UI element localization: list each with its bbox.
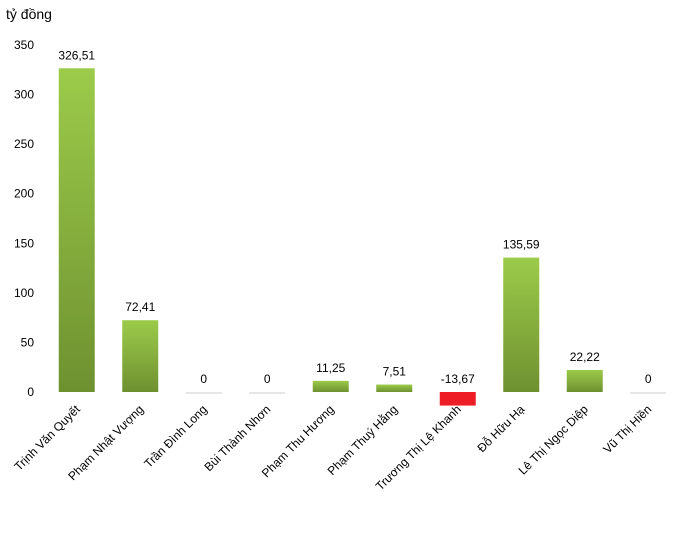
data-label: 22,22 [570, 350, 600, 364]
bar [566, 369, 603, 392]
data-label: 7,51 [383, 365, 407, 379]
bar [185, 392, 222, 394]
data-label: -13,67 [441, 372, 475, 386]
bar [439, 392, 476, 406]
bar [58, 68, 95, 392]
category-label: Đỗ Hữu Hạ [474, 401, 528, 455]
data-label: 72,41 [125, 300, 155, 314]
y-tick-label: 50 [21, 335, 35, 349]
bar [249, 392, 286, 394]
category-label: Bùi Thành Nhơn [201, 402, 273, 474]
bar [376, 384, 413, 392]
data-label: 326,51 [58, 48, 95, 62]
y-tick-label: 200 [14, 187, 34, 201]
category-label: Vũ Thị Hiền [600, 402, 654, 456]
category-label: Trịnh Văn Quyết [11, 402, 83, 474]
data-label: 11,25 [316, 361, 345, 375]
bar [630, 392, 667, 394]
bars [58, 68, 667, 406]
y-tick-label: 0 [27, 385, 34, 399]
y-tick-label: 350 [14, 38, 34, 52]
bar [312, 380, 349, 392]
y-tick-label: 250 [14, 137, 34, 151]
data-label: 135,59 [503, 238, 540, 252]
bar [503, 257, 540, 392]
y-tick-label: 300 [14, 88, 34, 102]
y-axis: 0 50 100 150 200 250 300 350 [14, 38, 34, 399]
y-tick-label: 150 [14, 236, 34, 250]
data-label: 0 [200, 372, 207, 386]
category-label: Lê Thị Ngọc Diệp [516, 402, 592, 478]
y-tick-label: 100 [14, 286, 34, 300]
data-label: 0 [645, 372, 652, 386]
y-axis-unit-label: tỷ đồng [6, 6, 52, 22]
data-labels: 326,51 72,41 0 0 11,25 7,51 -13,67 135,59 22,22 0 [58, 48, 652, 386]
category-label: Trần Đình Long [141, 402, 210, 471]
bar [122, 320, 159, 392]
data-label: 0 [264, 372, 271, 386]
